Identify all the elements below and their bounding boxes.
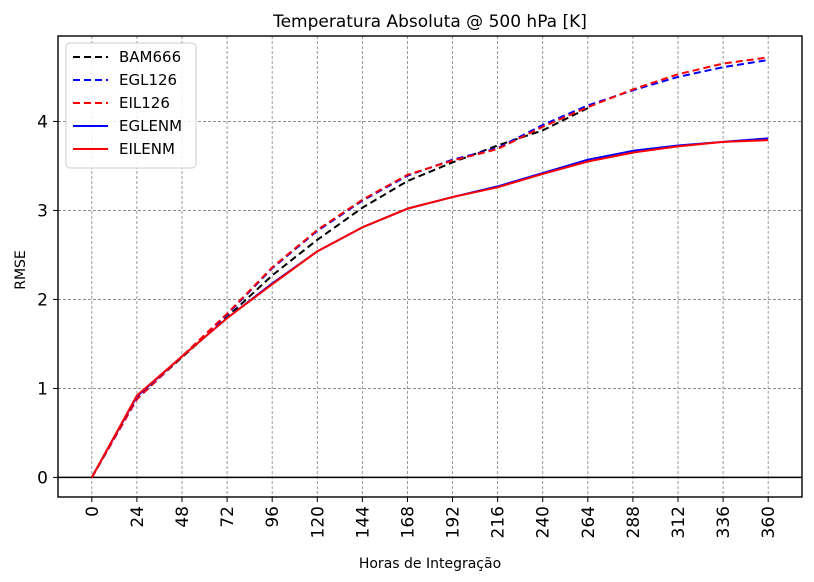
x-tick-label: 144 <box>353 506 373 538</box>
x-tick-label: 192 <box>444 506 464 538</box>
x-axis-label: Horas de Integração <box>359 556 501 572</box>
series-line-eglenm <box>90 137 769 478</box>
x-tick-label: 240 <box>534 506 554 538</box>
series-line-bam666 <box>90 107 589 478</box>
plot-frame <box>57 35 803 498</box>
y-tick-label: 0 <box>37 468 48 488</box>
x-tick-label: 264 <box>579 506 599 538</box>
x-axis-ticks: 0 24 48 72 96 120 144 168 192 216 240 264 288 312 336 3… <box>83 497 779 538</box>
y-tick-label: 2 <box>37 290 48 310</box>
x-tick-label: 120 <box>308 506 328 538</box>
y-axis-ticks: 0 1 2 3 4 <box>37 112 58 488</box>
legend-label: EILENM <box>119 140 175 158</box>
legend-label: EGLENM <box>119 117 182 135</box>
x-tick-label: 24 <box>128 506 148 528</box>
x-tick-label: 288 <box>624 506 644 538</box>
x-tick-label: 312 <box>669 506 689 538</box>
x-tick-label: 360 <box>759 506 779 538</box>
chart-title: Temperatura Absoluta @ 500 hPa [K] <box>272 12 587 32</box>
series-line-eil126 <box>90 56 769 478</box>
series-line-eilenm <box>90 139 769 478</box>
y-tick-label: 3 <box>37 201 48 221</box>
x-tick-label: 48 <box>173 506 193 528</box>
legend: BAM666 EGL126 EIL126 EGLENM EILENM <box>65 42 197 169</box>
legend-label: EIL126 <box>119 94 170 112</box>
y-tick-label: 4 <box>37 112 48 132</box>
x-tick-label: 216 <box>489 506 509 538</box>
x-tick-label: 168 <box>398 506 418 538</box>
y-axis-label: RMSE <box>13 250 29 290</box>
y-tick-label: 1 <box>37 379 48 399</box>
legend-box <box>65 42 197 169</box>
x-tick-label: 336 <box>714 506 734 538</box>
x-tick-label: 96 <box>263 506 283 528</box>
x-tick-label: 72 <box>218 506 238 528</box>
legend-label: EGL126 <box>119 71 177 89</box>
x-tick-label: 0 <box>83 506 103 517</box>
series-group <box>90 56 769 478</box>
legend-label: BAM666 <box>119 48 181 66</box>
